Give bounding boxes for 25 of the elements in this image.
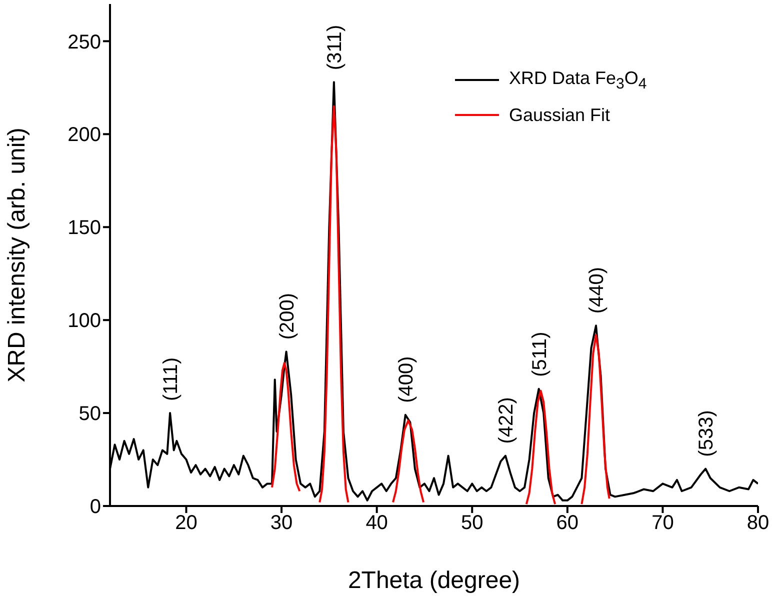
annotation: (533) <box>696 410 718 457</box>
y-tick-label: 0 <box>90 496 101 518</box>
annotation: (200) <box>276 292 298 340</box>
x-tick-label: 40 <box>366 512 388 534</box>
x-tick-label: 60 <box>556 512 579 534</box>
y-tick-label: 150 <box>68 217 101 240</box>
y-tick-label: 100 <box>68 310 101 332</box>
x-tick-label: 20 <box>175 512 198 534</box>
annotation: (311) <box>324 24 346 70</box>
x-tick-label: 50 <box>460 512 484 534</box>
annotation: (111) <box>160 357 182 402</box>
y-tick-label: 250 <box>68 31 101 54</box>
x-axis-title: 2Theta (degree) <box>348 567 520 594</box>
y-axis-title: XRD intensity (arb. unit) <box>4 128 31 382</box>
annotation: (400) <box>395 356 418 403</box>
annotation: (422) <box>495 397 518 444</box>
y-tick-label: 50 <box>78 403 101 426</box>
legend-label: XRD Data Fe$_{3}$O$_{4}$ <box>509 68 647 93</box>
legend-label: Gaussian Fit <box>509 104 610 126</box>
annotation: (511) <box>528 332 551 377</box>
annotation: (440) <box>586 266 608 314</box>
x-tick-label: 30 <box>270 512 293 534</box>
y-tick-label: 200 <box>68 124 101 146</box>
x-tick-label: 80 <box>746 512 770 534</box>
x-tick-label: 70 <box>652 512 674 534</box>
